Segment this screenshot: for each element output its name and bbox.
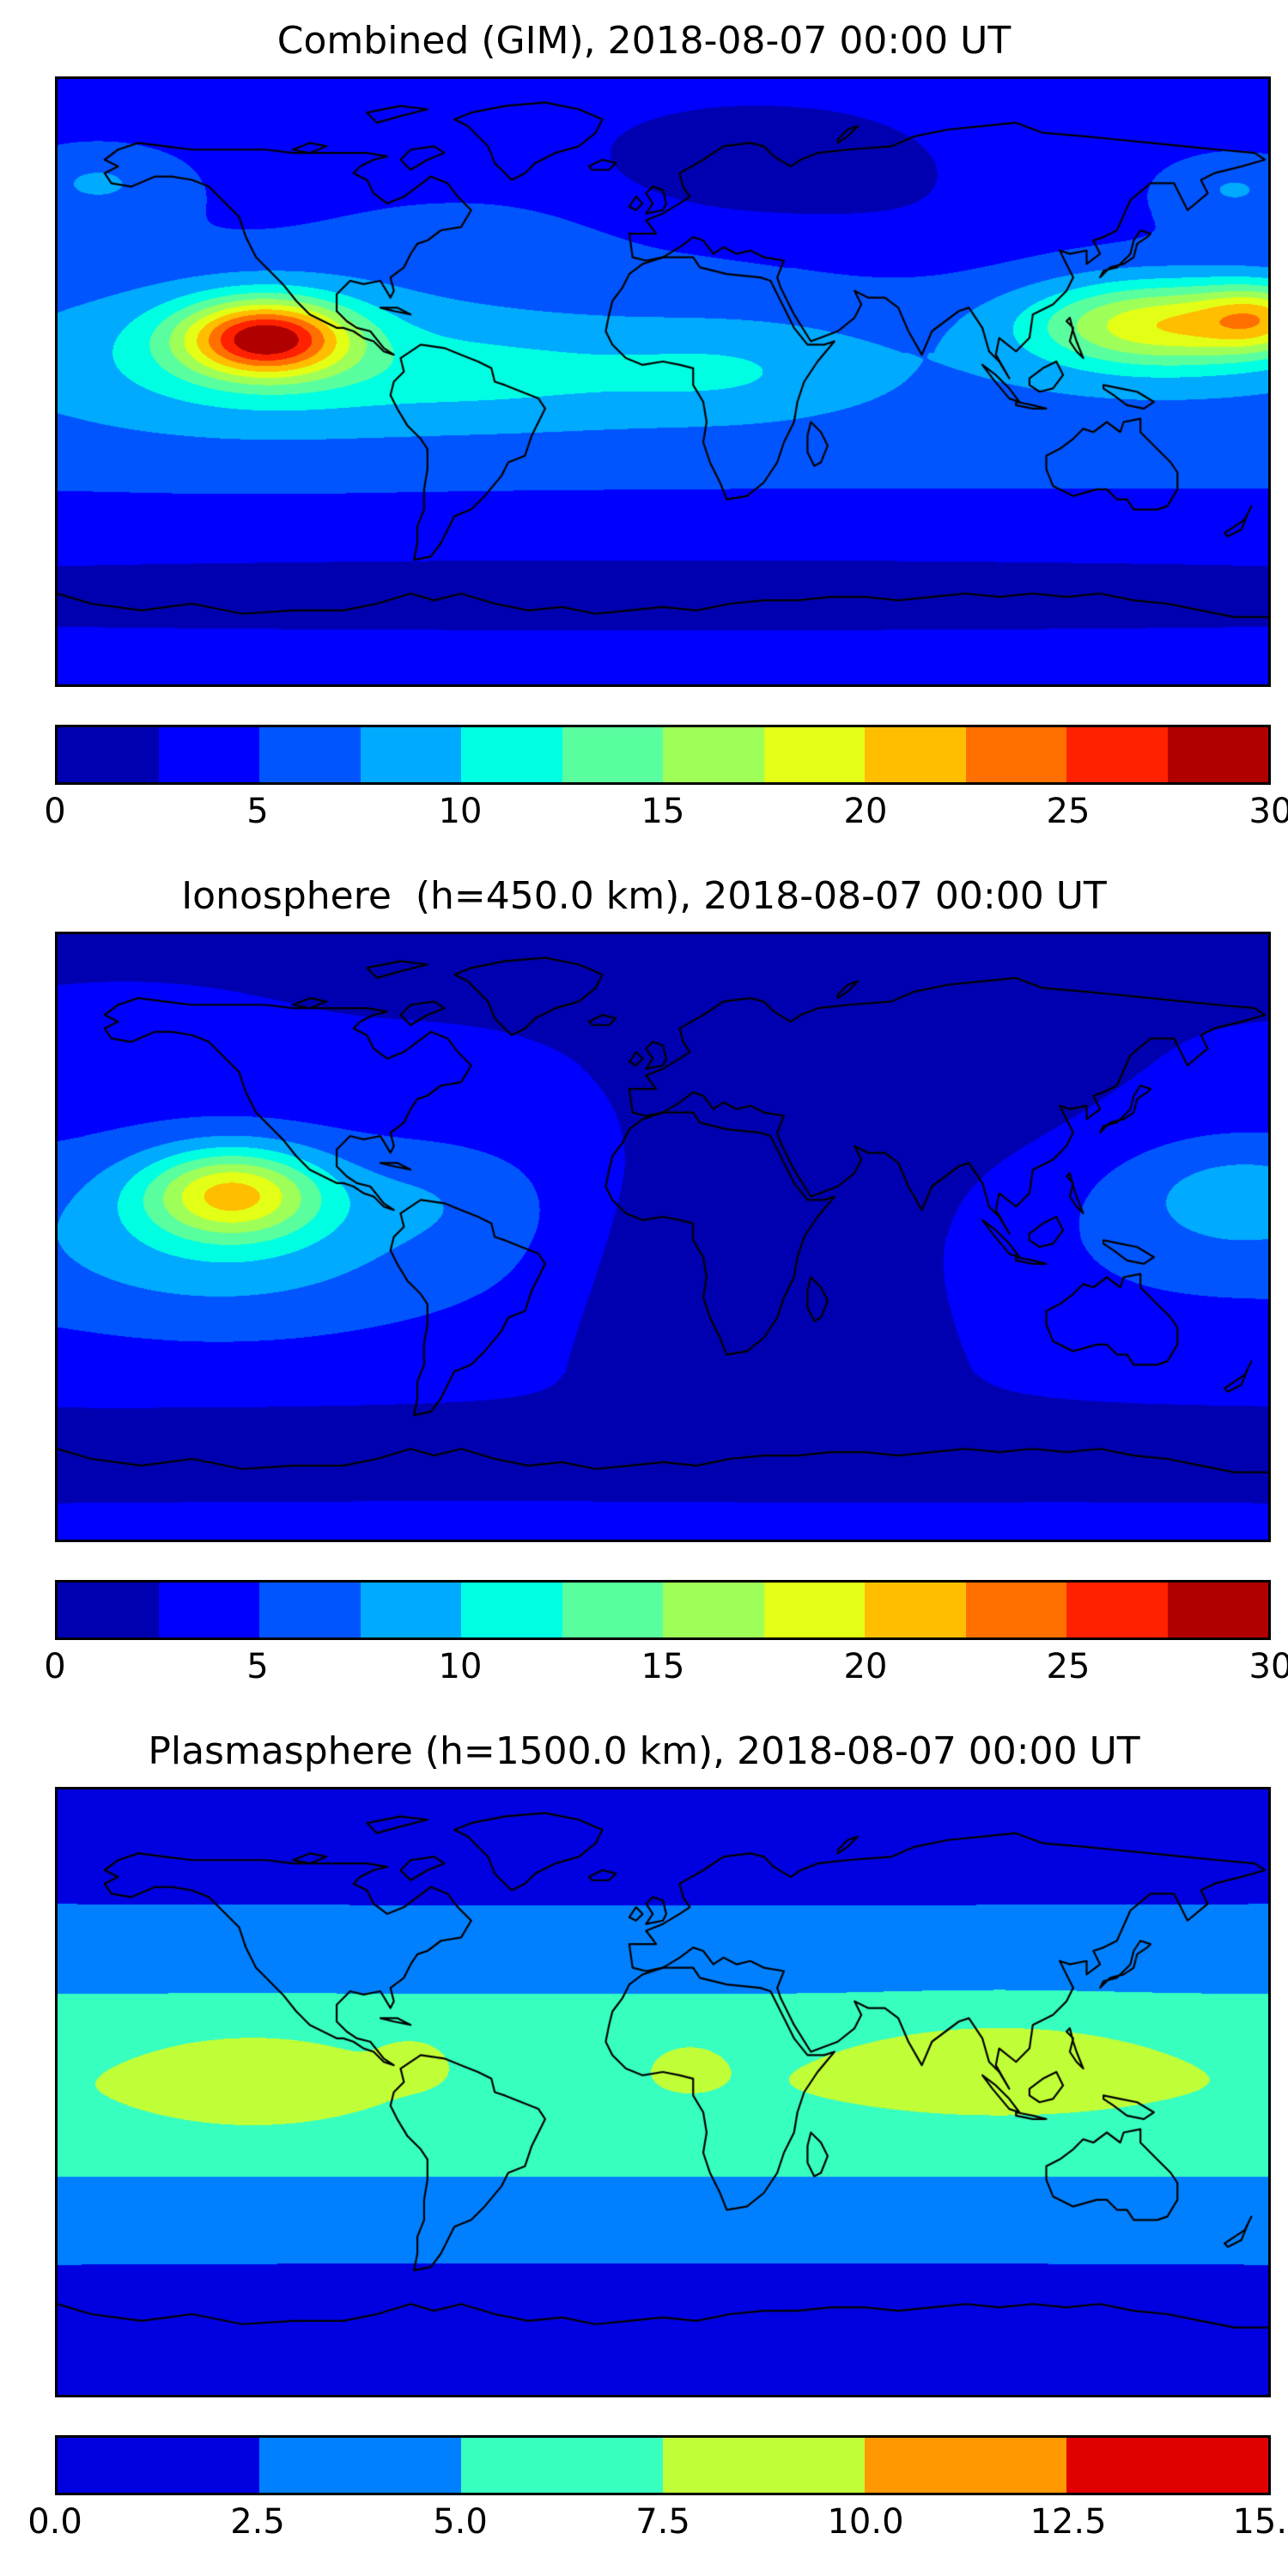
colorbar-segment	[965, 1583, 1066, 1637]
panel-title-combined: Combined (GIM), 2018-08-07 00:00 UT	[276, 19, 1012, 63]
colorbar-segment	[461, 1583, 562, 1637]
colorbar-tick-label: 2.5	[230, 2502, 285, 2542]
colorbar-segment	[763, 1583, 865, 1637]
panel-title-ionosphere: Ionosphere (h=450.0 km), 2018-08-07 00:0…	[181, 874, 1107, 918]
colorbar-segment	[58, 727, 159, 782]
colorbar-ionosphere	[55, 1580, 1271, 1640]
colorbar-tick-label: 15	[641, 1647, 685, 1686]
colorbar-ticks-combined: 0 5 10 15 20 25 30	[44, 792, 1288, 840]
colorbar-segment	[663, 1583, 764, 1637]
colorbar-ticks-ionosphere: 0 5 10 15 20 25 30	[44, 1647, 1288, 1695]
colorbar-tick-label: 10	[438, 792, 483, 831]
colorbar-segment	[158, 1583, 259, 1637]
colorbar-segment	[965, 727, 1066, 782]
colorbar-tick-label: 20	[843, 792, 888, 831]
colorbar-segment	[58, 2438, 259, 2493]
colorbar-segment	[1066, 1583, 1168, 1637]
colorbar-tick-label: 25	[1046, 792, 1091, 831]
colorbar-segment	[1167, 1583, 1268, 1637]
colorbar-segment	[360, 727, 461, 782]
colorbar-segment	[763, 727, 865, 782]
colorbar-ticks-plasmasphere: 0.0 2.5 5.0 7.5 10.0 12.5 15.0	[27, 2502, 1288, 2550]
colorbar-tick-label: 10	[438, 1647, 483, 1686]
colorbar-combined	[55, 725, 1271, 785]
panel-title-plasmasphere: Plasmasphere (h=1500.0 km), 2018-08-07 0…	[148, 1729, 1140, 1773]
colorbar-segment	[360, 1583, 461, 1637]
colorbar-tick-label: 30	[1249, 1647, 1288, 1686]
colorbar-segment	[461, 727, 562, 782]
panel-ionosphere: Ionosphere (h=450.0 km), 2018-08-07 00:0…	[0, 874, 1288, 1695]
colorbar-segment	[1066, 727, 1168, 782]
colorbar-tick-label: 0.0	[27, 2502, 82, 2542]
colorbar-segment	[259, 1583, 361, 1637]
colorbar-segment	[663, 2438, 865, 2493]
colorbar-tick-label: 5	[246, 792, 269, 831]
colorbar-segment	[865, 2438, 1066, 2493]
colorbar-tick-label: 15	[641, 792, 685, 831]
colorbar-tick-label: 30	[1249, 792, 1288, 831]
colorbar-tick-label: 7.5	[635, 2502, 690, 2542]
colorbar-segment	[259, 2438, 461, 2493]
panel-combined-gim: Combined (GIM), 2018-08-07 00:00 UT 0 5 10…	[0, 19, 1288, 840]
colorbar-tick-label: 5.0	[433, 2502, 488, 2542]
colorbar-segment	[1066, 2438, 1268, 2493]
colorbar-tick-label: 20	[843, 1647, 888, 1686]
world-map-canvas-plasmasphere	[58, 1789, 1268, 2395]
colorbar-tick-label: 10.0	[827, 2502, 904, 2542]
colorbar-segment	[461, 2438, 663, 2493]
map-frame-combined	[55, 76, 1271, 687]
panel-plasmasphere: Plasmasphere (h=1500.0 km), 2018-08-07 0…	[0, 1729, 1288, 2550]
colorbar-tick-label: 25	[1046, 1647, 1091, 1686]
colorbar-segment	[865, 727, 966, 782]
colorbar-tick-label: 15.0	[1232, 2502, 1288, 2542]
colorbar-plasmasphere	[55, 2435, 1271, 2495]
colorbar-tick-label: 12.5	[1030, 2502, 1107, 2542]
colorbar-segment	[562, 727, 663, 782]
colorbar-tick-label: 0	[44, 1647, 66, 1686]
colorbar-segment	[1167, 727, 1268, 782]
colorbar-tick-label: 5	[246, 1647, 269, 1686]
map-frame-plasmasphere	[55, 1787, 1271, 2397]
colorbar-segment	[158, 727, 259, 782]
colorbar-segment	[865, 1583, 966, 1637]
colorbar-tick-label: 0	[44, 792, 66, 831]
colorbar-segment	[562, 1583, 663, 1637]
colorbar-segment	[663, 727, 764, 782]
world-map-canvas-combined	[58, 79, 1268, 684]
colorbar-segment	[259, 727, 361, 782]
world-map-canvas-ionosphere	[58, 934, 1268, 1540]
map-frame-ionosphere	[55, 932, 1271, 1542]
colorbar-segment	[58, 1583, 159, 1637]
